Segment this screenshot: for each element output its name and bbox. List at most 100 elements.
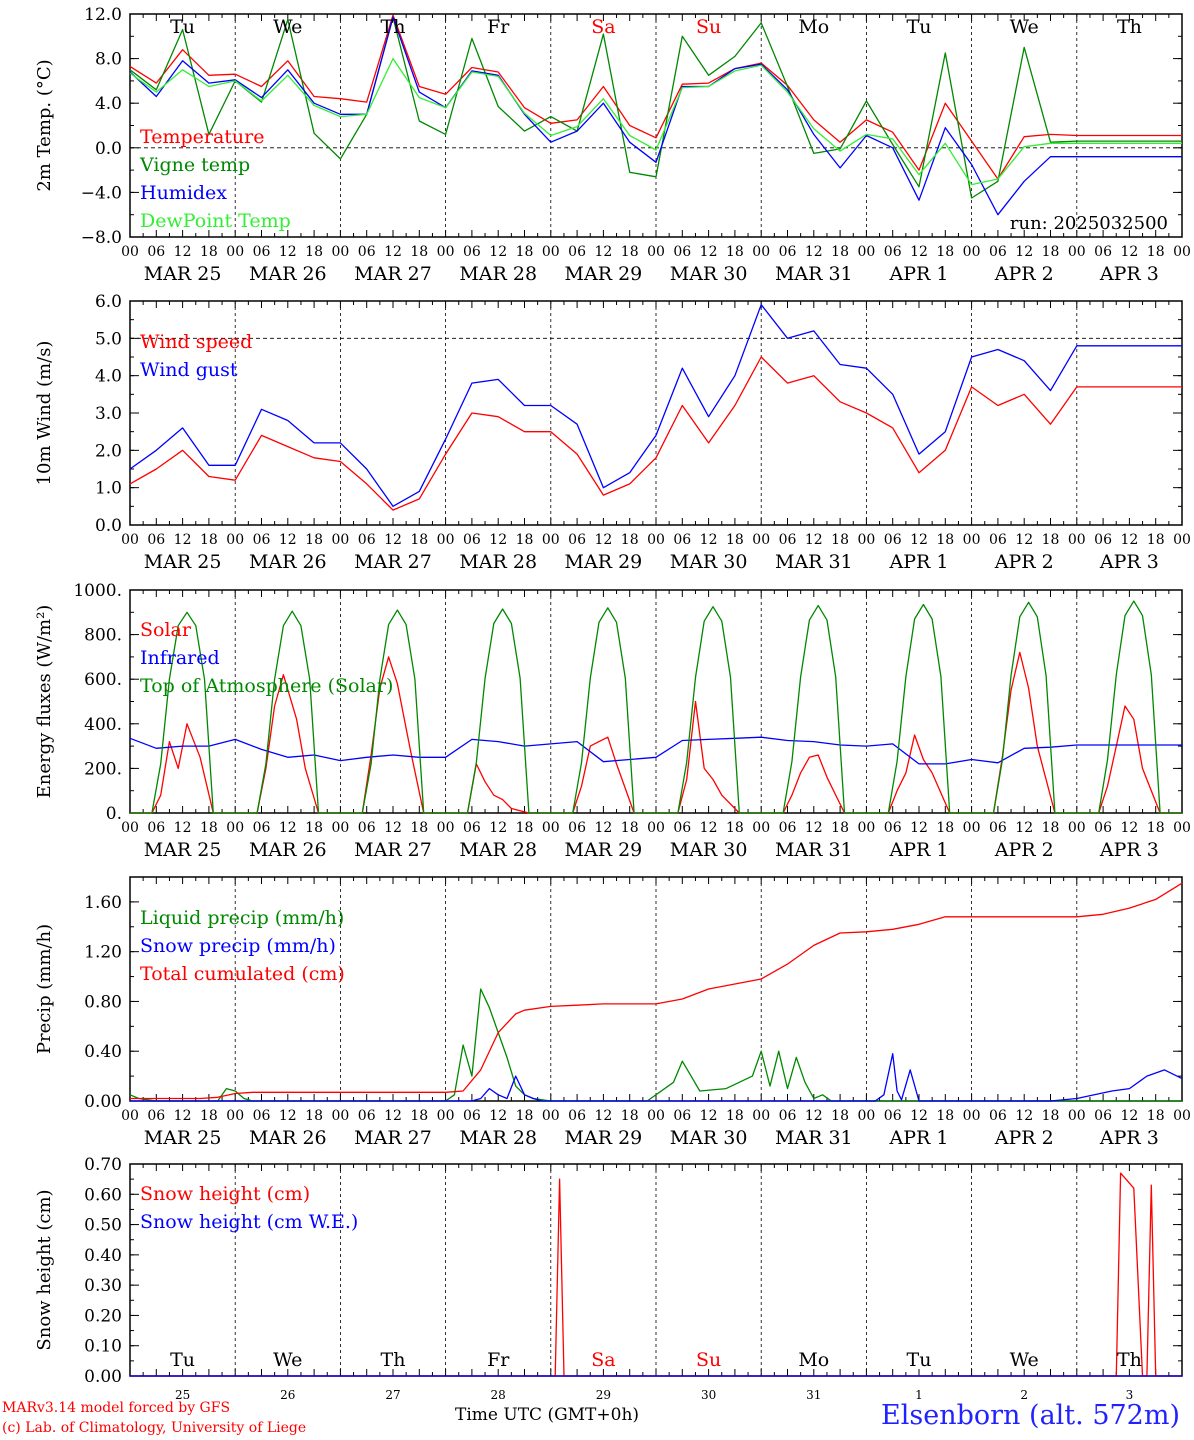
hour-tick-label: 00	[226, 820, 244, 836]
date-label: MAR 30	[670, 551, 748, 573]
hour-tick-label: 18	[516, 532, 534, 548]
hour-tick-label: 06	[358, 244, 376, 260]
hour-tick-label: 00	[542, 532, 560, 548]
hour-tick-label: 06	[989, 244, 1007, 260]
y-tick-label: 1.60	[84, 893, 122, 913]
y-tick-label: 1000.	[73, 581, 122, 601]
hour-tick-label: 12	[594, 820, 612, 836]
hour-tick-label: 06	[1094, 820, 1112, 836]
hour-tick-label: 00	[752, 244, 770, 260]
hour-tick-label: 12	[1015, 1108, 1033, 1124]
hour-tick-label: 18	[936, 820, 954, 836]
hour-tick-label: 06	[673, 820, 691, 836]
y-tick-label: 0.00	[84, 1367, 122, 1387]
hour-tick-label: 00	[226, 532, 244, 548]
y-tick-label: 0.0	[95, 139, 122, 159]
hour-tick-label: 00	[331, 820, 349, 836]
weekday-label: We	[273, 1349, 302, 1371]
hour-tick-label: 00	[857, 820, 875, 836]
hour-tick-label: 18	[1147, 820, 1165, 836]
hour-tick-label: 18	[410, 244, 428, 260]
weekday-label: Sa	[591, 16, 615, 38]
hour-tick-label: 12	[384, 244, 402, 260]
series-line-1	[129, 356, 1182, 511]
hour-tick-label: 18	[726, 532, 744, 548]
hour-tick-label: 00	[226, 244, 244, 260]
hour-tick-label: 18	[200, 532, 218, 548]
hour-tick-label: 00	[437, 244, 455, 260]
hour-tick-label: 12	[1120, 532, 1138, 548]
model-credit: MARv3.14 model forced by GFS	[2, 1400, 231, 1416]
hour-tick-label: 00	[1068, 820, 1086, 836]
hour-tick-label: 18	[936, 1108, 954, 1124]
hour-tick-label: 06	[779, 244, 797, 260]
hour-tick-label: 12	[489, 532, 507, 548]
date-label: MAR 31	[775, 1127, 853, 1149]
hour-tick-label: 12	[700, 532, 718, 548]
hour-tick-label: 18	[200, 1108, 218, 1124]
y-tick-label: 4.0	[95, 94, 122, 114]
hour-tick-label: 12	[910, 820, 928, 836]
date-label: APR 1	[889, 263, 949, 285]
hour-tick-label: 00	[331, 244, 349, 260]
hour-tick-label: 06	[147, 532, 165, 548]
hour-tick-label: 00	[647, 244, 665, 260]
hour-tick-label: 18	[516, 1108, 534, 1124]
date-label: APR 2	[994, 551, 1054, 573]
weekday-label: Th	[1117, 16, 1142, 38]
hour-tick-label: 00	[1173, 532, 1191, 548]
hour-tick-label: 00	[1173, 244, 1191, 260]
date-label: MAR 28	[459, 263, 537, 285]
date-label: APR 3	[1099, 263, 1159, 285]
hour-tick-label: 00	[857, 532, 875, 548]
hour-tick-label: 12	[910, 244, 928, 260]
weekday-label: We	[273, 16, 302, 38]
hour-tick-label: 12	[700, 820, 718, 836]
date-label: MAR 25	[144, 839, 222, 861]
date-label: MAR 29	[565, 551, 643, 573]
y-axis-label: 2m Temp. (°C)	[34, 59, 55, 191]
y-axis-label: Precip (mm/h)	[34, 924, 55, 1054]
date-label: MAR 28	[459, 839, 537, 861]
legend-entry: Wind gust	[140, 359, 238, 381]
hour-tick-label: 06	[253, 532, 271, 548]
weekday-label: We	[1010, 1349, 1039, 1371]
y-tick-label: 0.00	[84, 1092, 122, 1112]
y-tick-label: −8.0	[81, 228, 122, 248]
hour-tick-label: 18	[305, 1108, 323, 1124]
y-tick-label: 5.0	[95, 329, 122, 349]
hour-tick-label: 18	[516, 244, 534, 260]
hour-tick-label: 18	[726, 820, 744, 836]
hour-tick-label: 06	[463, 244, 481, 260]
y-tick-label: 0.80	[84, 992, 122, 1012]
hour-tick-label: 12	[384, 820, 402, 836]
hour-tick-label: 18	[1147, 532, 1165, 548]
hour-tick-label: 12	[805, 532, 823, 548]
day-number-label: 28	[491, 1388, 506, 1402]
day-number-label: 31	[806, 1388, 821, 1402]
hour-tick-label: 12	[594, 1108, 612, 1124]
hour-tick-label: 18	[621, 820, 639, 836]
date-label: APR 2	[994, 1127, 1054, 1149]
weekday-label: We	[1010, 16, 1039, 38]
date-label: MAR 26	[249, 839, 327, 861]
hour-tick-label: 12	[910, 532, 928, 548]
hour-tick-label: 00	[1068, 244, 1086, 260]
date-label: MAR 26	[249, 263, 327, 285]
date-label: APR 3	[1099, 551, 1159, 573]
hour-tick-label: 18	[936, 532, 954, 548]
hour-tick-label: 00	[542, 244, 560, 260]
hour-tick-label: 00	[1068, 1108, 1086, 1124]
hour-tick-label: 00	[752, 1108, 770, 1124]
hour-tick-label: 06	[673, 532, 691, 548]
date-label: MAR 31	[775, 263, 853, 285]
hour-tick-label: 06	[147, 1108, 165, 1124]
hour-tick-label: 06	[989, 820, 1007, 836]
hour-tick-label: 18	[1042, 244, 1060, 260]
hour-tick-label: 00	[542, 820, 560, 836]
weekday-label: Tu	[170, 16, 195, 38]
temperature-panel: 12.0 8.0 4.0 0.0 −4.0 −8.0 2m Temp. (°C) Temper…	[34, 5, 1191, 285]
hour-tick-label: 12	[279, 1108, 297, 1124]
y-tick-label: 600.	[84, 670, 122, 690]
hour-tick-label: 06	[779, 532, 797, 548]
